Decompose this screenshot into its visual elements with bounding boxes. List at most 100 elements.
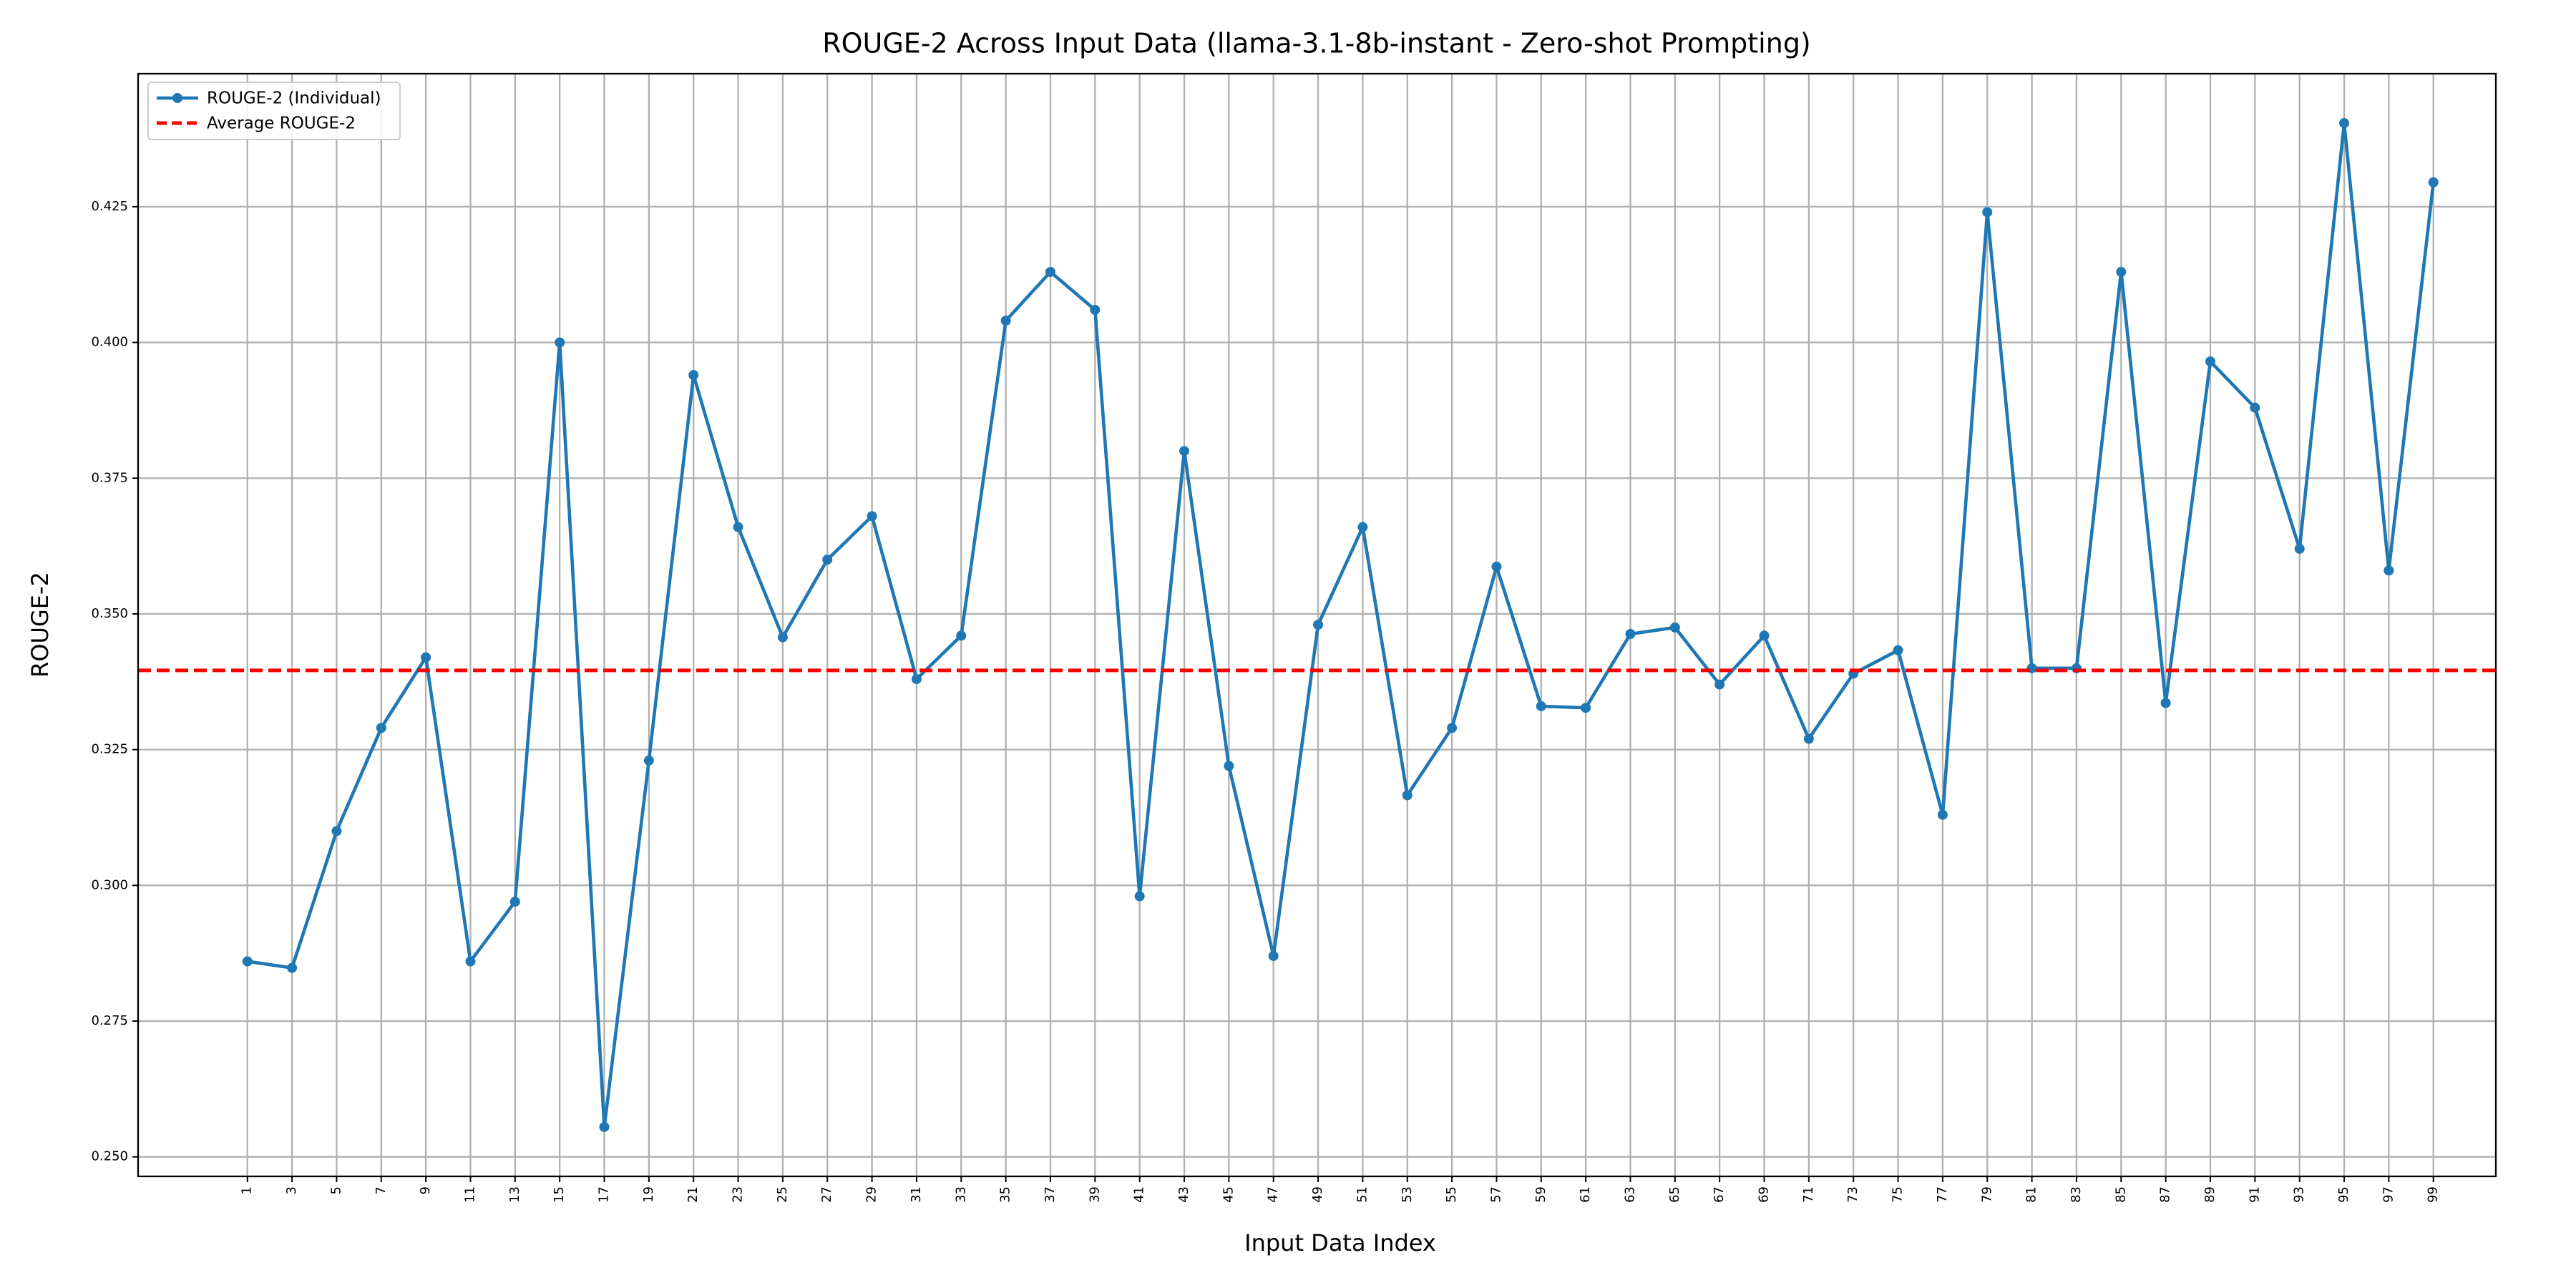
y-tick-label: 0.250 <box>91 1149 128 1164</box>
data-point <box>1581 703 1591 713</box>
x-tick-label: 47 <box>1266 1186 1281 1203</box>
data-point <box>1090 305 1101 316</box>
data-point <box>2205 356 2215 367</box>
data-point <box>688 370 699 381</box>
x-tick-label: 67 <box>1712 1186 1727 1203</box>
x-tick-label: 43 <box>1176 1186 1191 1203</box>
data-point <box>465 956 476 967</box>
x-tick-label: 21 <box>686 1186 701 1203</box>
x-tick-label: 87 <box>2158 1186 2173 1203</box>
x-tick-label: 27 <box>819 1186 834 1203</box>
data-point <box>1224 761 1234 771</box>
data-point <box>777 632 788 643</box>
data-point <box>956 630 967 641</box>
data-point <box>2294 543 2305 554</box>
data-point <box>1982 207 1993 218</box>
data-point <box>1714 679 1725 690</box>
x-tick-label: 37 <box>1043 1186 1058 1203</box>
data-point <box>287 962 298 973</box>
data-point <box>242 956 253 967</box>
x-tick-label: 25 <box>775 1186 790 1203</box>
data-point <box>1313 620 1324 630</box>
x-tick-label: 7 <box>374 1186 389 1194</box>
data-point <box>911 673 922 684</box>
x-tick-label: 57 <box>1488 1186 1503 1203</box>
x-tick-label: 55 <box>1444 1186 1459 1203</box>
x-tick-label: 89 <box>2202 1186 2218 1203</box>
x-tick-label: 17 <box>597 1186 612 1203</box>
legend-swatch-marker <box>172 93 182 103</box>
x-tick-label: 59 <box>1533 1186 1548 1203</box>
data-point <box>599 1121 610 1132</box>
x-tick-label: 61 <box>1578 1186 1593 1203</box>
x-tick-label: 99 <box>2426 1186 2441 1203</box>
data-point <box>1536 701 1546 711</box>
data-point <box>555 337 565 348</box>
x-tick-label: 73 <box>1845 1186 1860 1203</box>
data-point <box>733 522 743 532</box>
data-point <box>2116 266 2127 277</box>
plot-frame <box>137 72 2497 1178</box>
x-tick-label: 93 <box>2292 1186 2307 1203</box>
legend-label: Average ROUGE-2 <box>207 114 356 133</box>
series-line <box>247 121 2436 1129</box>
data-point <box>867 511 877 522</box>
x-tick-label: 69 <box>1757 1186 1772 1203</box>
data-point <box>1893 645 1903 655</box>
y-tick-label: 0.400 <box>91 335 128 350</box>
x-tick-label: 1 <box>240 1186 255 1194</box>
data-point <box>421 652 431 663</box>
x-tick-label: 19 <box>641 1186 656 1203</box>
x-tick-label: 23 <box>731 1186 746 1203</box>
y-tick-label: 0.375 <box>91 470 128 485</box>
x-tick-label: 53 <box>1400 1186 1415 1203</box>
x-tick-label: 33 <box>953 1186 968 1203</box>
data-point <box>2250 402 2260 413</box>
y-tick-label: 0.425 <box>91 199 128 214</box>
data-point <box>1803 733 1814 744</box>
data-point <box>822 555 833 565</box>
data-point <box>2384 565 2394 576</box>
data-point <box>1045 266 1055 277</box>
data-point <box>1357 522 1368 532</box>
y-tick-label: 0.325 <box>91 742 128 757</box>
x-tick-label: 85 <box>2113 1186 2128 1203</box>
legend-box <box>147 82 401 140</box>
data-point <box>2428 177 2439 187</box>
x-tick-label: 45 <box>1221 1186 1236 1203</box>
data-point <box>1179 446 1190 457</box>
x-tick-label: 91 <box>2247 1186 2262 1203</box>
x-tick-label: 79 <box>1979 1186 1994 1203</box>
x-tick-label: 5 <box>328 1186 343 1194</box>
y-axis-label: ROUGE-2 <box>26 572 54 678</box>
x-tick-label: 41 <box>1132 1186 1147 1203</box>
data-point <box>1669 622 1680 633</box>
x-tick-label: 65 <box>1667 1186 1682 1203</box>
data-point <box>1491 561 1502 572</box>
data-point <box>1759 630 1770 641</box>
x-tick-label: 9 <box>418 1186 433 1194</box>
x-tick-label: 31 <box>909 1186 924 1203</box>
x-tick-label: 95 <box>2336 1186 2351 1203</box>
x-tick-label: 51 <box>1355 1186 1370 1203</box>
chart-title: ROUGE-2 Across Input Data (llama-3.1-8b-… <box>822 28 1811 59</box>
data-point <box>1447 723 1458 733</box>
x-tick-label: 3 <box>284 1186 299 1194</box>
y-tick-label: 0.300 <box>91 877 128 892</box>
x-tick-label: 49 <box>1310 1186 1325 1203</box>
legend-label: ROUGE-2 (Individual) <box>207 89 381 108</box>
x-tick-label: 11 <box>462 1186 477 1203</box>
data-point <box>376 723 386 733</box>
data-point <box>643 755 654 766</box>
x-tick-label: 77 <box>1935 1186 1950 1203</box>
data-point <box>1000 316 1011 326</box>
x-tick-label: 83 <box>2069 1186 2084 1203</box>
data-point <box>509 897 520 907</box>
x-tick-label: 35 <box>998 1186 1013 1203</box>
x-tick-label: 71 <box>1801 1186 1816 1203</box>
x-tick-label: 39 <box>1087 1186 1102 1203</box>
data-point <box>2339 118 2350 129</box>
data-point <box>1625 629 1636 640</box>
x-tick-label: 97 <box>2381 1186 2396 1203</box>
